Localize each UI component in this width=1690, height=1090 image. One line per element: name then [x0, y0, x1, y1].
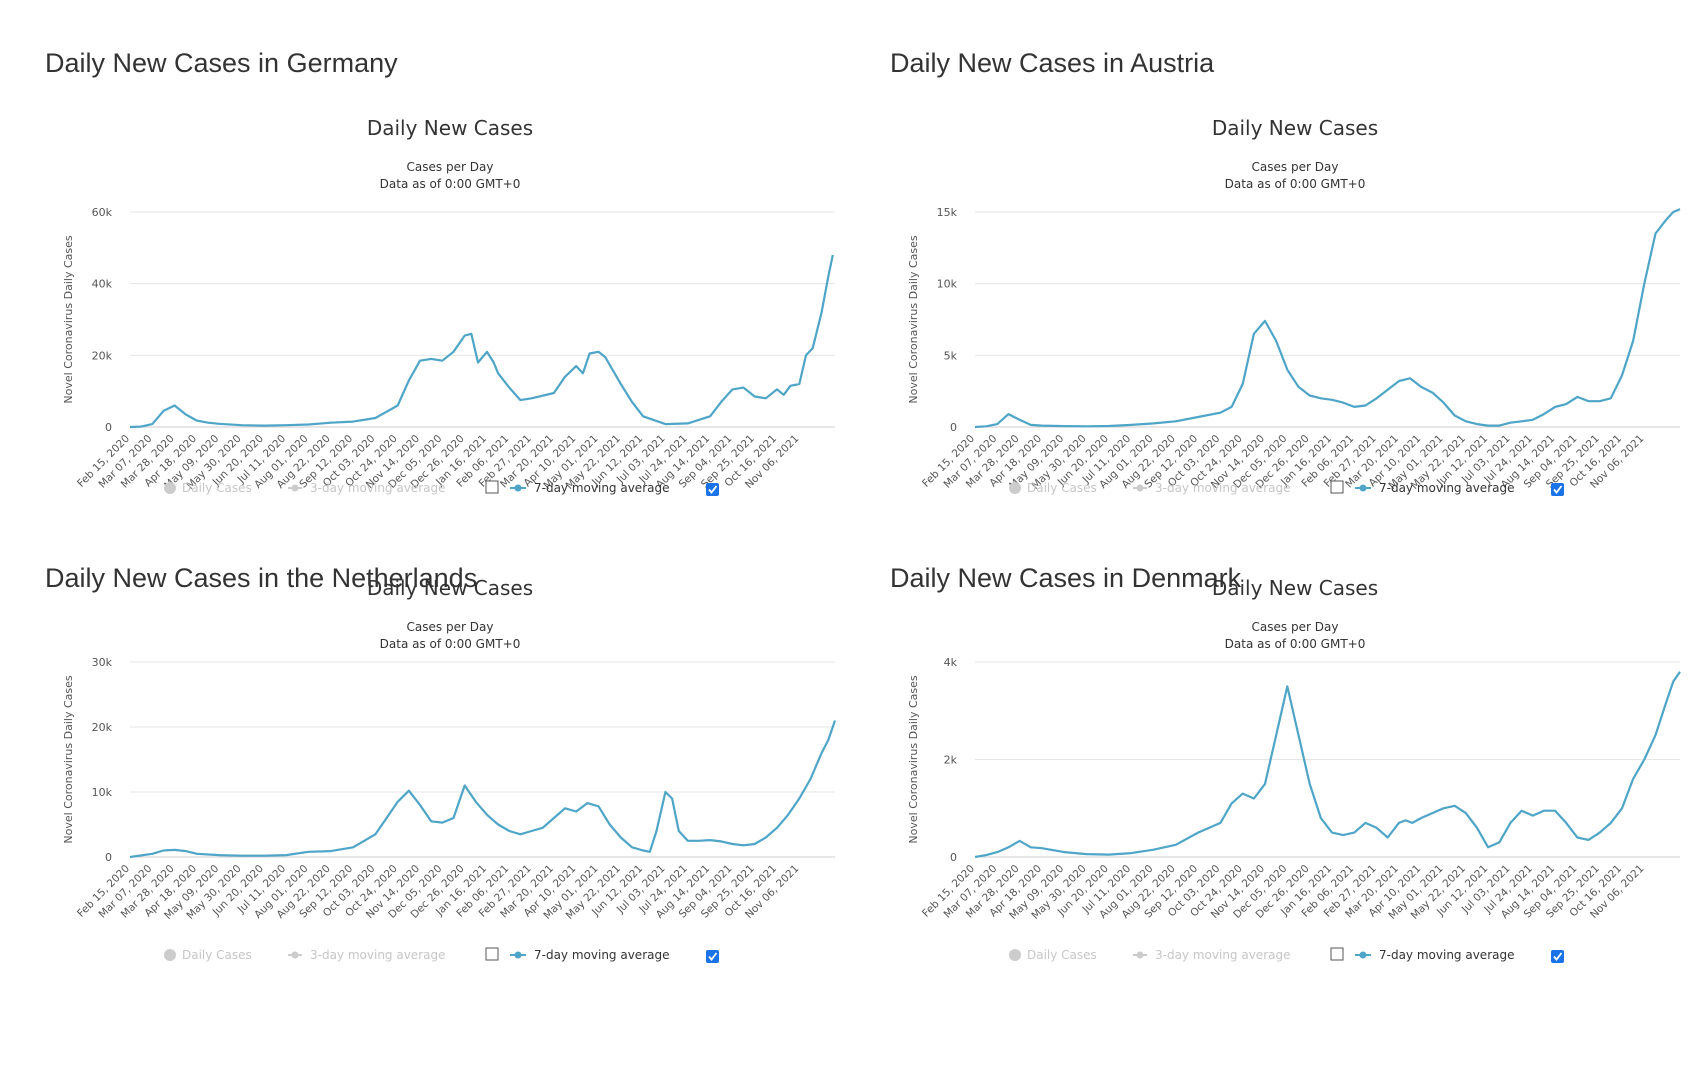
chart-panel-germany: Daily New Cases in Germany Daily New Cas… [0, 0, 845, 545]
check-icon [708, 485, 718, 494]
legend-marker[interactable] [164, 949, 176, 961]
legend-marker[interactable] [514, 951, 522, 959]
checkbox-3-day-average[interactable] [485, 947, 499, 961]
chart-subtitle: Data as of 0:00 GMT+0 [380, 177, 521, 191]
y-tick-label: 0 [950, 851, 957, 864]
legend-marker[interactable] [1009, 949, 1021, 961]
y-tick-label: 20k [92, 349, 113, 362]
panel-title: Daily New Cases in Germany [45, 48, 398, 78]
y-axis-label: Novel Coronavirus Daily Cases [62, 675, 75, 843]
checkbox-7-day-average[interactable] [1551, 950, 1564, 963]
legend-marker[interactable] [1359, 484, 1367, 492]
check-icon [1553, 485, 1563, 494]
checkbox-7-day-average[interactable] [706, 950, 719, 963]
chart-panel-netherlands: Daily New Cases in the Netherlands Daily… [0, 545, 845, 1090]
y-axis-label: Novel Coronavirus Daily Cases [907, 675, 920, 843]
chart-title: Daily New Cases [367, 576, 533, 600]
legend-marker[interactable] [1009, 482, 1021, 494]
chart-title: Daily New Cases [1212, 576, 1378, 600]
series-line [129, 720, 837, 859]
series-line [974, 208, 1681, 429]
check-icon [1553, 952, 1563, 961]
chart-subtitle: Cases per Day [407, 620, 494, 634]
y-tick-label: 40k [92, 278, 113, 291]
chart-denmark: Daily New Cases Cases per Day Data as of 0… [907, 576, 1681, 963]
y-tick-label: 2k [944, 754, 958, 767]
y-tick-label: 20k [92, 721, 113, 734]
legend-marker[interactable] [291, 484, 299, 492]
series-line [974, 671, 1681, 859]
y-tick-label: 5k [944, 349, 958, 362]
chart-title: Daily New Cases [1212, 116, 1378, 140]
y-tick-label: 30k [92, 656, 113, 669]
y-tick-label: 60k [92, 206, 113, 219]
legend-item-7-day-average[interactable]: 7-day moving average [1379, 481, 1514, 495]
legend-marker[interactable] [1136, 484, 1144, 492]
checkbox-7-day-average[interactable] [706, 483, 719, 496]
series-line [129, 254, 834, 429]
chart-austria: Daily New Cases Cases per Day Data as of 0… [907, 116, 1681, 496]
checkbox-3-day-average[interactable] [1330, 947, 1344, 961]
checkbox-7-day-average[interactable] [1551, 483, 1564, 496]
legend-item-daily-cases[interactable]: Daily Cases [1027, 948, 1097, 962]
y-tick-label: 0 [105, 851, 112, 864]
y-axis-label: Novel Coronavirus Daily Cases [62, 235, 75, 403]
panel-title: Daily New Cases in Denmark [890, 563, 1242, 593]
legend-item-3-day-average[interactable]: 3-day moving average [310, 948, 445, 962]
legend-item-7-day-average[interactable]: 7-day moving average [1379, 948, 1514, 962]
chart-subtitle: Cases per Day [1252, 160, 1339, 174]
chart-title: Daily New Cases [367, 116, 533, 140]
y-tick-label: 10k [937, 278, 958, 291]
y-tick-label: 0 [105, 421, 112, 434]
legend-item-3-day-average[interactable]: 3-day moving average [1155, 481, 1290, 495]
chart-subtitle: Data as of 0:00 GMT+0 [380, 637, 521, 651]
legend-marker[interactable] [164, 482, 176, 494]
legend-item-3-day-average[interactable]: 3-day moving average [1155, 948, 1290, 962]
chart-netherlands: Daily New Cases Cases per Day Data as of 0… [62, 576, 837, 963]
check-icon [708, 952, 718, 961]
legend-marker[interactable] [514, 484, 522, 492]
legend-marker[interactable] [1359, 951, 1367, 959]
chart-subtitle: Data as of 0:00 GMT+0 [1225, 177, 1366, 191]
chart-subtitle: Cases per Day [407, 160, 494, 174]
legend-item-7-day-average[interactable]: 7-day moving average [534, 481, 669, 495]
y-tick-label: 4k [944, 656, 958, 669]
y-tick-label: 10k [92, 786, 113, 799]
legend-item-daily-cases[interactable]: Daily Cases [182, 948, 252, 962]
checkbox-3-day-average[interactable] [485, 480, 499, 494]
y-tick-label: 0 [950, 421, 957, 434]
legend-item-daily-cases[interactable]: Daily Cases [1027, 481, 1097, 495]
chart-panel-austria: Daily New Cases in Austria Daily New Cas… [845, 0, 1690, 545]
legend-item-daily-cases[interactable]: Daily Cases [182, 481, 252, 495]
checkbox-3-day-average[interactable] [1330, 480, 1344, 494]
chart-panel-denmark: Daily New Cases in Denmark Daily New Cas… [845, 545, 1690, 1090]
chart-germany: Daily New Cases Cases per Day Data as of 0… [62, 116, 835, 496]
legend-marker[interactable] [291, 951, 299, 959]
legend-item-3-day-average[interactable]: 3-day moving average [310, 481, 445, 495]
legend-marker[interactable] [1136, 951, 1144, 959]
legend-item-7-day-average[interactable]: 7-day moving average [534, 948, 669, 962]
panel-title: Daily New Cases in the Netherlands [45, 563, 478, 593]
panel-title: Daily New Cases in Austria [890, 48, 1215, 78]
y-axis-label: Novel Coronavirus Daily Cases [907, 235, 920, 403]
chart-subtitle: Data as of 0:00 GMT+0 [1225, 637, 1366, 651]
y-tick-label: 15k [937, 206, 958, 219]
chart-subtitle: Cases per Day [1252, 620, 1339, 634]
